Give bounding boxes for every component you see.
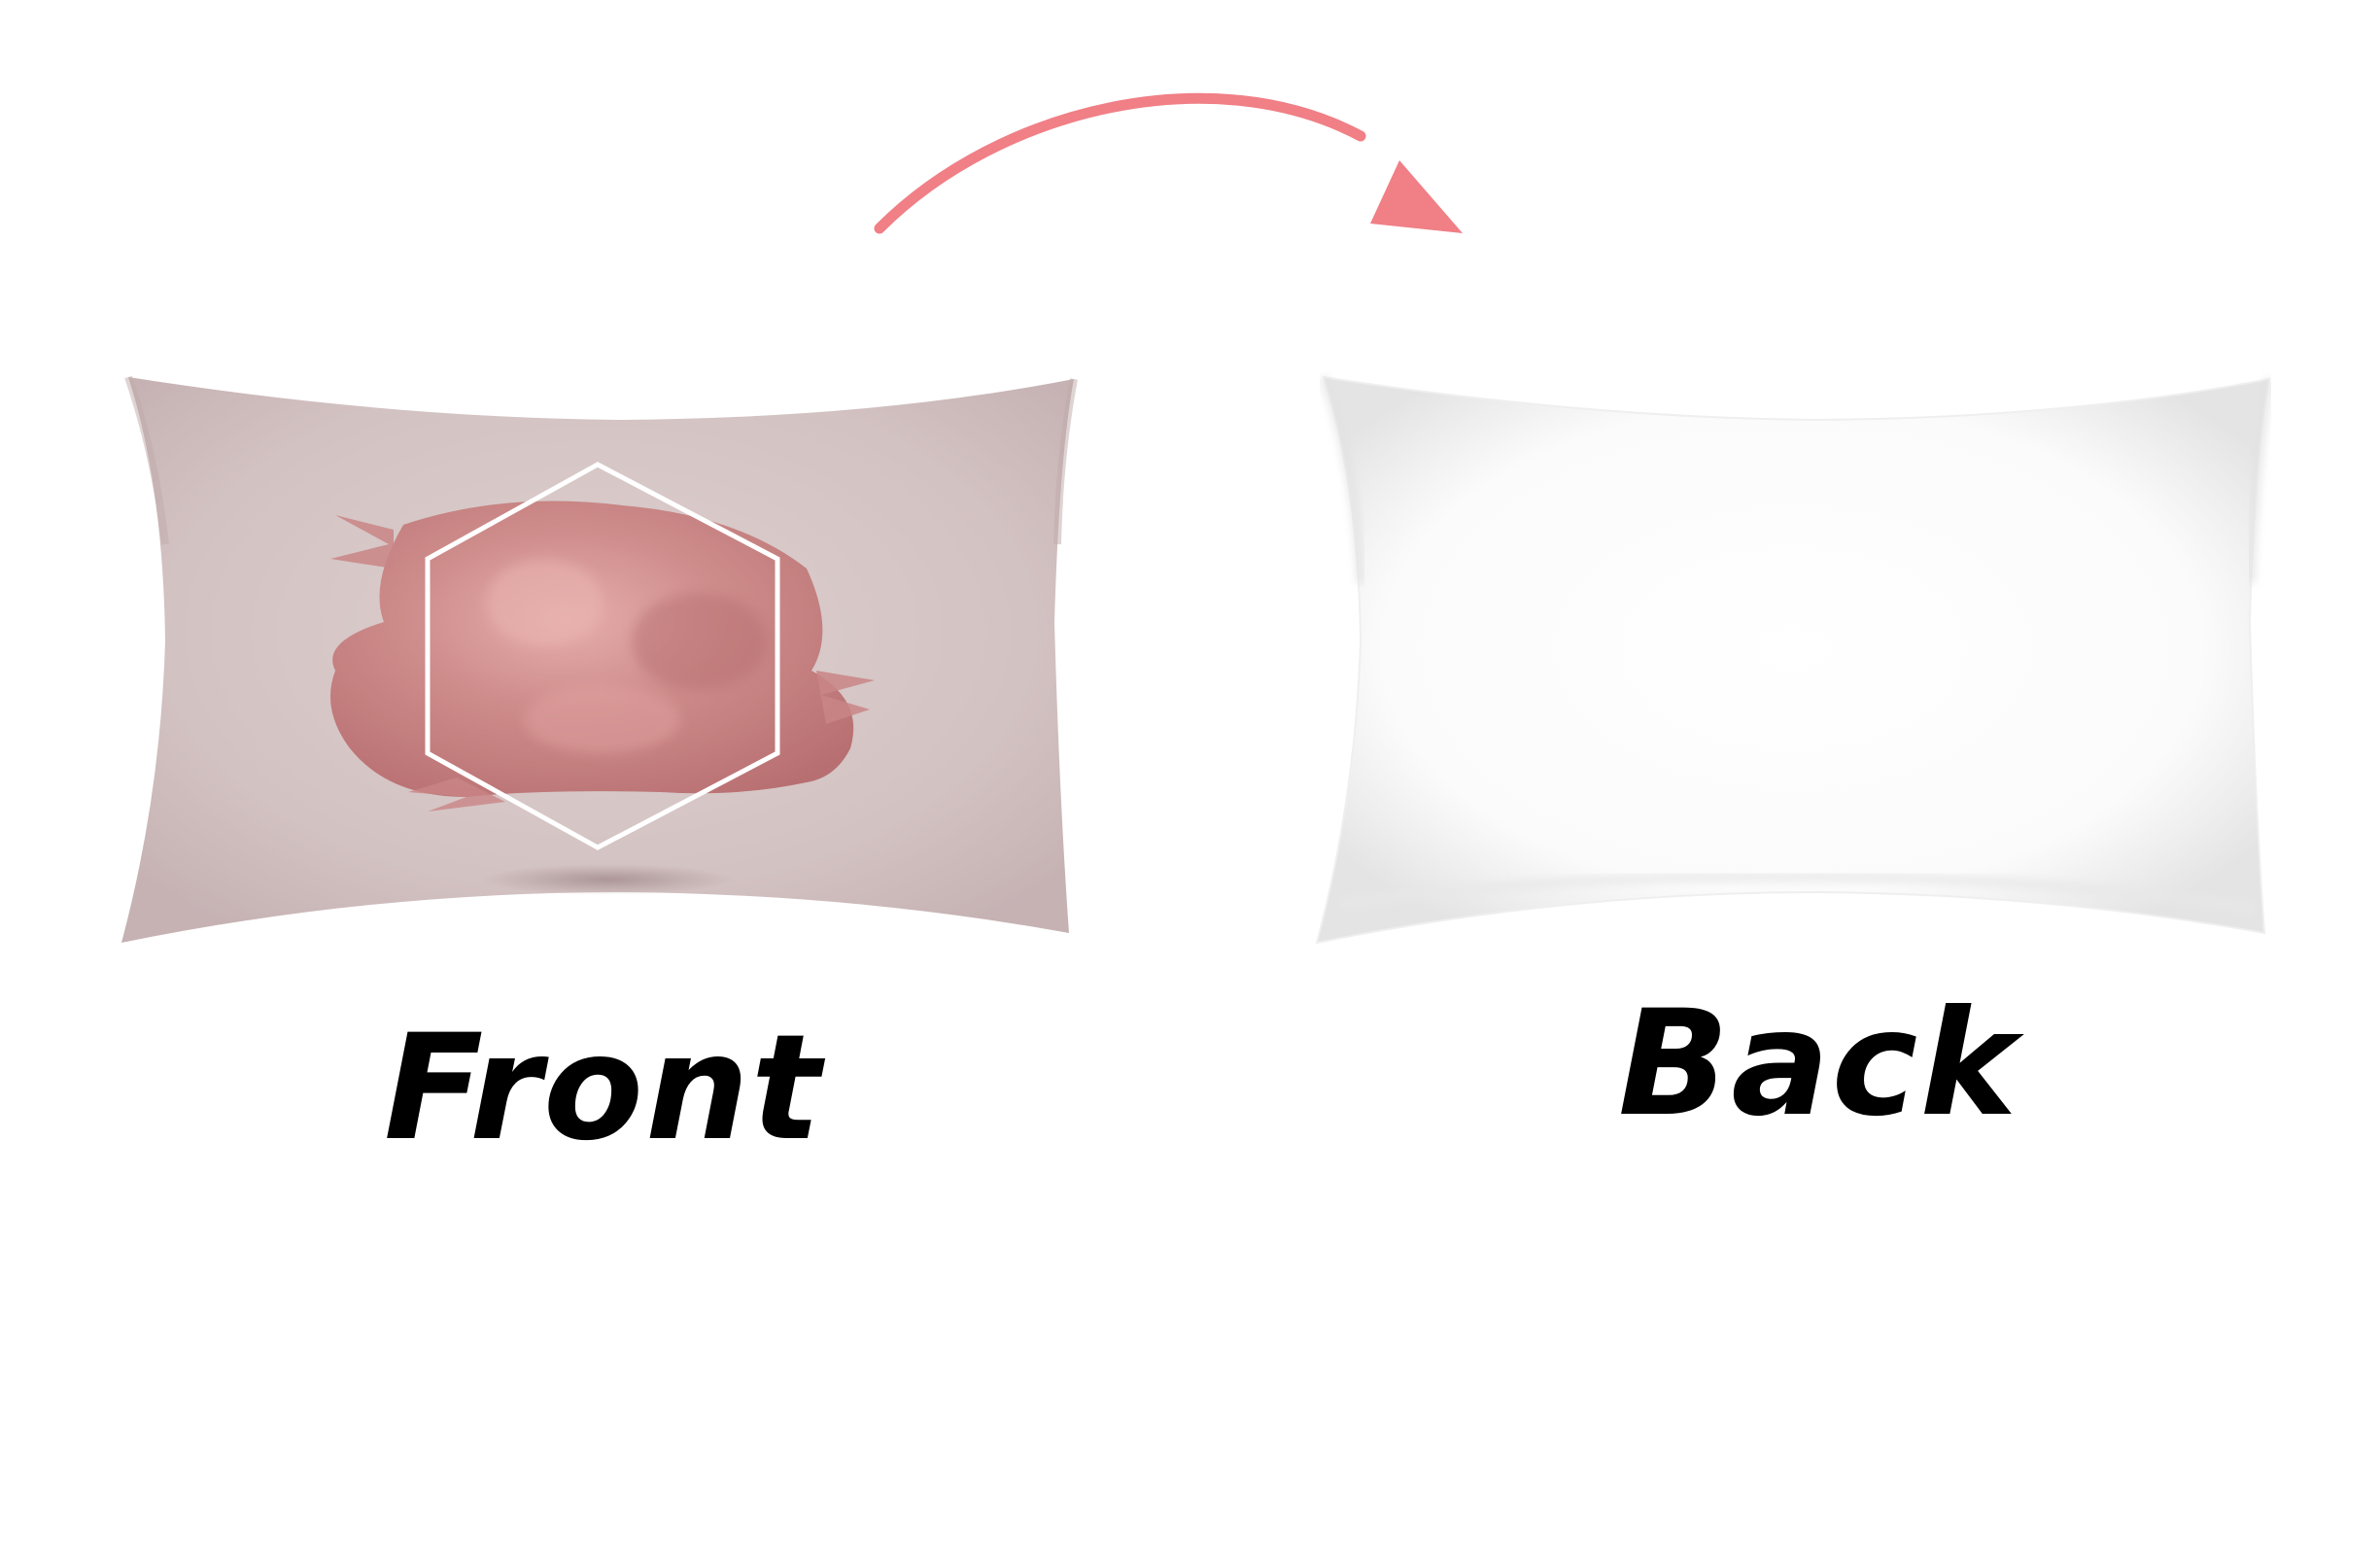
front-label: Front: [384, 1004, 823, 1173]
brush-stroke-graphic: [330, 501, 875, 812]
hexagon-outline-icon: [425, 462, 780, 850]
design-shadow: [481, 864, 734, 895]
front-pillow: [121, 375, 1078, 943]
back-label: Back: [1618, 980, 2019, 1149]
back-pillow-fabric: [1315, 375, 2271, 945]
back-pillow: [1315, 375, 2274, 945]
curved-arrow-right-icon: [874, 92, 1463, 234]
